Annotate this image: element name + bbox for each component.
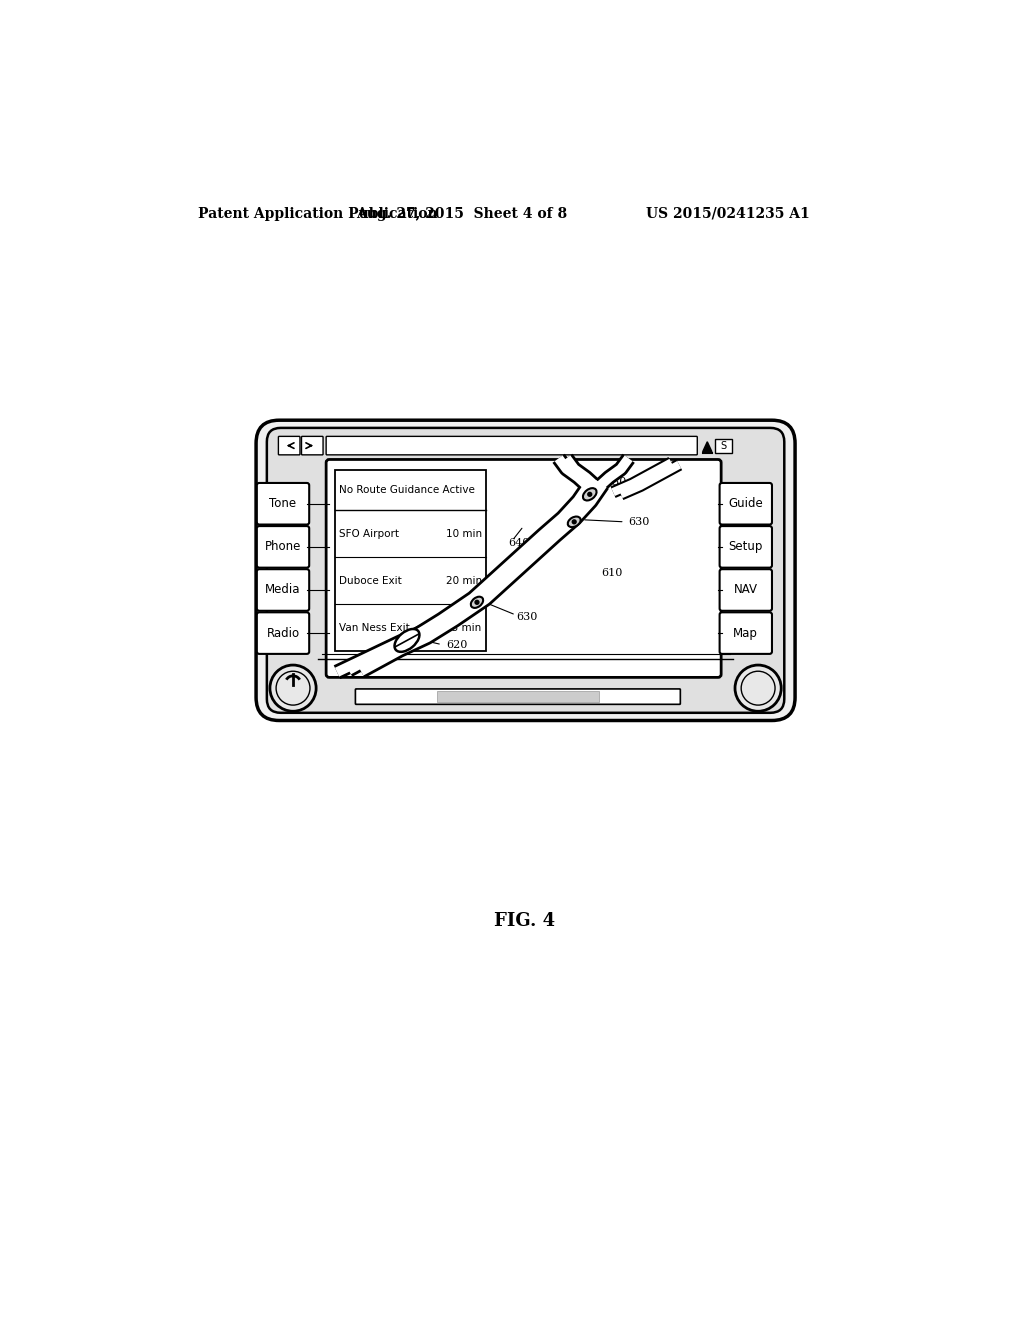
FancyBboxPatch shape xyxy=(257,569,309,611)
Circle shape xyxy=(735,665,781,711)
Text: Map: Map xyxy=(733,627,758,640)
Text: Duboce Exit: Duboce Exit xyxy=(339,576,402,586)
Text: US 2015/0241235 A1: US 2015/0241235 A1 xyxy=(646,207,810,220)
FancyBboxPatch shape xyxy=(257,527,309,568)
Ellipse shape xyxy=(471,597,483,609)
Text: Van Ness Exit: Van Ness Exit xyxy=(339,623,410,632)
FancyBboxPatch shape xyxy=(257,483,309,524)
Text: NAV: NAV xyxy=(734,583,758,597)
Text: Phone: Phone xyxy=(265,540,301,553)
Text: S: S xyxy=(721,441,726,450)
Circle shape xyxy=(741,671,775,705)
Polygon shape xyxy=(702,442,712,451)
Text: SFO Airport: SFO Airport xyxy=(339,528,399,539)
Text: Guide: Guide xyxy=(728,498,763,511)
Text: 640: 640 xyxy=(508,539,529,548)
Circle shape xyxy=(572,520,577,524)
FancyBboxPatch shape xyxy=(720,527,772,568)
Text: Aug. 27, 2015  Sheet 4 of 8: Aug. 27, 2015 Sheet 4 of 8 xyxy=(356,207,567,220)
Text: 620: 620 xyxy=(445,640,467,649)
FancyBboxPatch shape xyxy=(715,438,732,453)
FancyBboxPatch shape xyxy=(437,692,599,702)
Text: 630: 630 xyxy=(605,477,627,487)
Text: Tone: Tone xyxy=(269,498,297,511)
FancyBboxPatch shape xyxy=(355,689,680,705)
Text: 630: 630 xyxy=(629,517,650,527)
Text: Radio: Radio xyxy=(266,627,300,640)
FancyBboxPatch shape xyxy=(256,420,795,721)
Text: 10 min: 10 min xyxy=(445,528,481,539)
Ellipse shape xyxy=(567,516,581,527)
Circle shape xyxy=(270,665,316,711)
FancyBboxPatch shape xyxy=(267,428,784,713)
FancyBboxPatch shape xyxy=(720,483,772,524)
Circle shape xyxy=(276,671,310,705)
Text: Patent Application Publication: Patent Application Publication xyxy=(199,207,438,220)
Circle shape xyxy=(475,601,479,605)
Text: Media: Media xyxy=(265,583,301,597)
FancyBboxPatch shape xyxy=(720,569,772,611)
FancyBboxPatch shape xyxy=(279,437,300,455)
Text: 20 min: 20 min xyxy=(445,576,481,586)
Text: No Route Guidance Active: No Route Guidance Active xyxy=(339,486,475,495)
FancyBboxPatch shape xyxy=(257,612,309,653)
Text: 610: 610 xyxy=(601,568,623,578)
Text: 630: 630 xyxy=(516,612,538,622)
FancyBboxPatch shape xyxy=(301,437,323,455)
Ellipse shape xyxy=(583,488,597,500)
Ellipse shape xyxy=(394,630,420,652)
Text: 25 min: 25 min xyxy=(445,623,481,632)
Text: Setup: Setup xyxy=(729,540,763,553)
FancyBboxPatch shape xyxy=(336,470,485,651)
Circle shape xyxy=(588,492,592,496)
Text: FIG. 4: FIG. 4 xyxy=(495,912,555,929)
FancyBboxPatch shape xyxy=(720,612,772,653)
FancyBboxPatch shape xyxy=(326,459,721,677)
FancyBboxPatch shape xyxy=(326,437,697,455)
